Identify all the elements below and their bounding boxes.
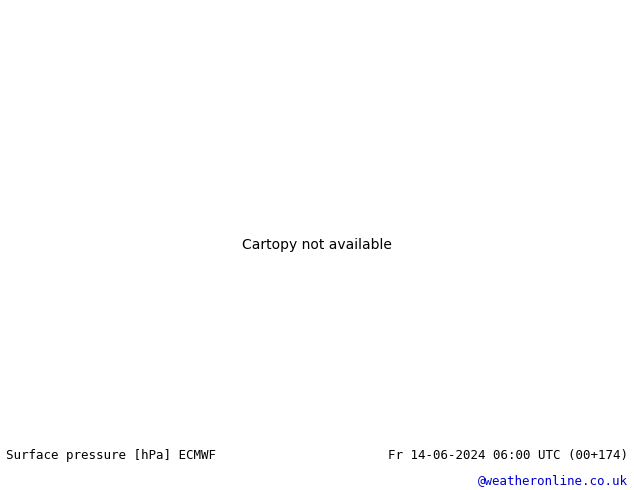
Text: @weatheronline.co.uk: @weatheronline.co.uk <box>477 474 628 487</box>
Text: Cartopy not available: Cartopy not available <box>242 238 392 252</box>
Text: Fr 14-06-2024 06:00 UTC (00+174): Fr 14-06-2024 06:00 UTC (00+174) <box>387 449 628 462</box>
Text: Surface pressure [hPa] ECMWF: Surface pressure [hPa] ECMWF <box>6 449 216 462</box>
